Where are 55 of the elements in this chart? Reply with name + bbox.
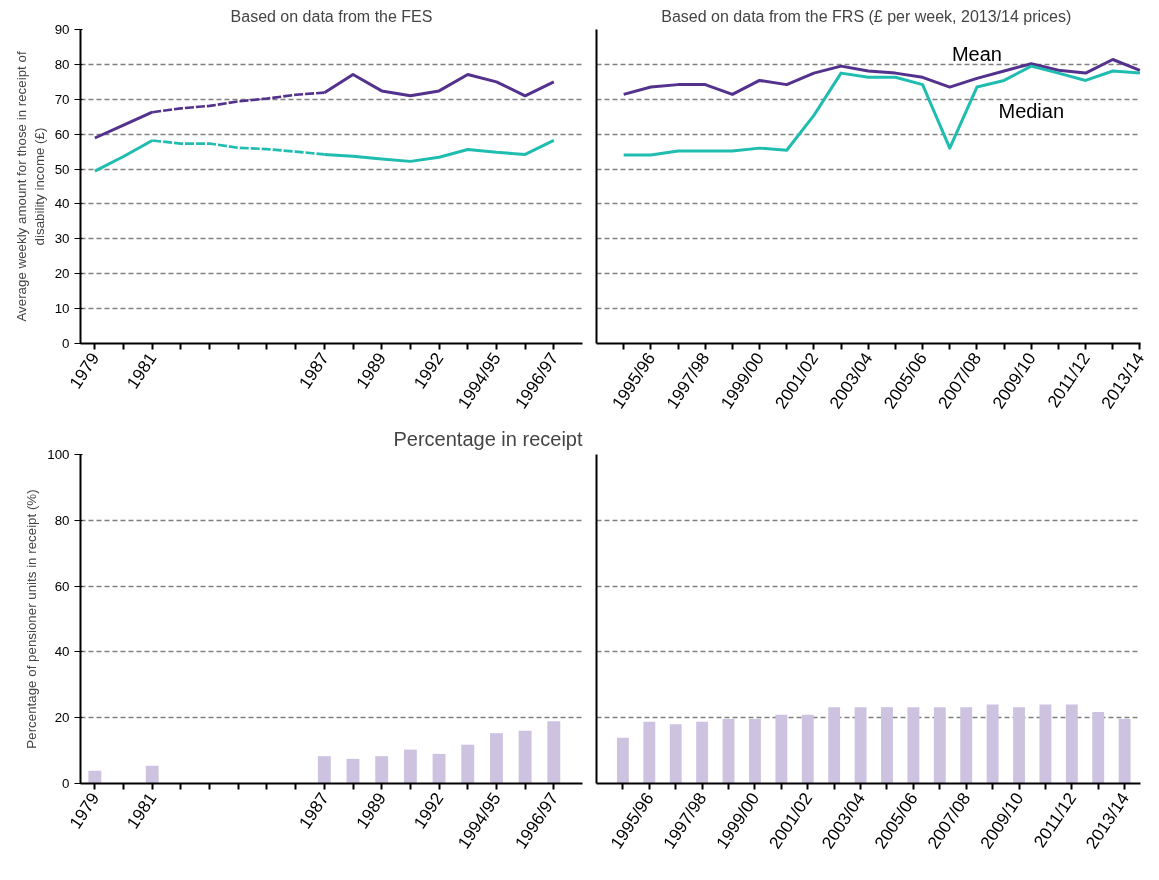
bar: [986, 704, 999, 784]
y-tick-label: 80: [54, 56, 70, 72]
bar: [722, 719, 735, 784]
bar: [461, 744, 475, 784]
chart-title: Percentage in receipt: [393, 427, 583, 450]
bar: [547, 721, 561, 784]
y-tick-label: 90: [54, 22, 70, 37]
bar: [881, 707, 893, 784]
bar: [403, 749, 417, 784]
bar: [643, 721, 656, 784]
y-tick-label: 0: [62, 336, 70, 351]
y-axis-title: Average weekly amount for those in receipt of disability income (£): [13, 51, 47, 322]
bar: [1092, 712, 1105, 784]
chart-title: Based on data from the FRS (£ per week, 2013/14 prices): [661, 7, 1072, 25]
series-label: Mean: [951, 42, 1002, 65]
y-tick-label: 50: [54, 161, 70, 177]
bar: [489, 733, 503, 784]
bar: [1065, 704, 1078, 784]
bar: [1039, 704, 1052, 784]
y-tick-label: 60: [54, 126, 70, 142]
bar: [828, 707, 841, 784]
y-axis-title: Percentage of pensioner units in receipt (%): [24, 489, 40, 749]
bar: [317, 756, 331, 784]
chart-title: Based on data from the FES: [230, 7, 433, 25]
bar: [749, 719, 761, 784]
y-tick-label: 60: [54, 578, 70, 594]
bar: [432, 753, 446, 784]
y-tick-label: 10: [54, 301, 70, 317]
bar: [1013, 707, 1025, 784]
y-tick-label: 100: [47, 447, 70, 462]
y-tick-label: 40: [54, 196, 70, 212]
bar: [775, 714, 788, 784]
bar: [801, 714, 814, 784]
line-series: [150, 91, 326, 114]
bar: [616, 737, 629, 784]
y-tick-label: 0: [62, 776, 70, 791]
bar: [518, 730, 532, 784]
bar: [933, 707, 946, 784]
y-tick-label: 40: [54, 644, 70, 660]
y-tick-label: 20: [54, 266, 70, 282]
bar: [145, 765, 159, 784]
y-tick-label: 70: [54, 91, 70, 107]
bar: [696, 721, 709, 784]
series-label: Median: [998, 100, 1065, 123]
bar: [854, 707, 867, 784]
bar: [375, 756, 389, 784]
bar: [346, 758, 360, 784]
bar: [88, 770, 102, 784]
bar: [907, 707, 920, 784]
y-tick-label: 20: [54, 710, 70, 726]
y-tick-label: 30: [54, 231, 70, 247]
bar: [1118, 719, 1131, 784]
bar: [960, 707, 973, 784]
bar: [669, 724, 682, 784]
y-tick-label: 80: [54, 512, 70, 528]
